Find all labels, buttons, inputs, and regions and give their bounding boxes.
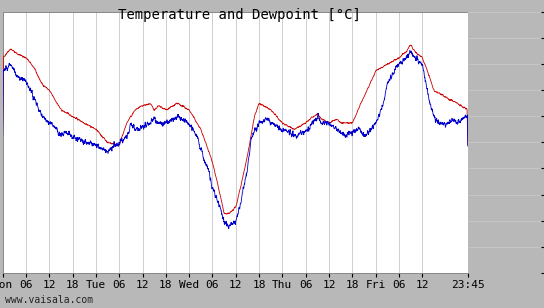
Text: www.vaisala.com: www.vaisala.com <box>5 295 94 305</box>
Text: Temperature and Dewpoint [°C]: Temperature and Dewpoint [°C] <box>118 8 361 22</box>
